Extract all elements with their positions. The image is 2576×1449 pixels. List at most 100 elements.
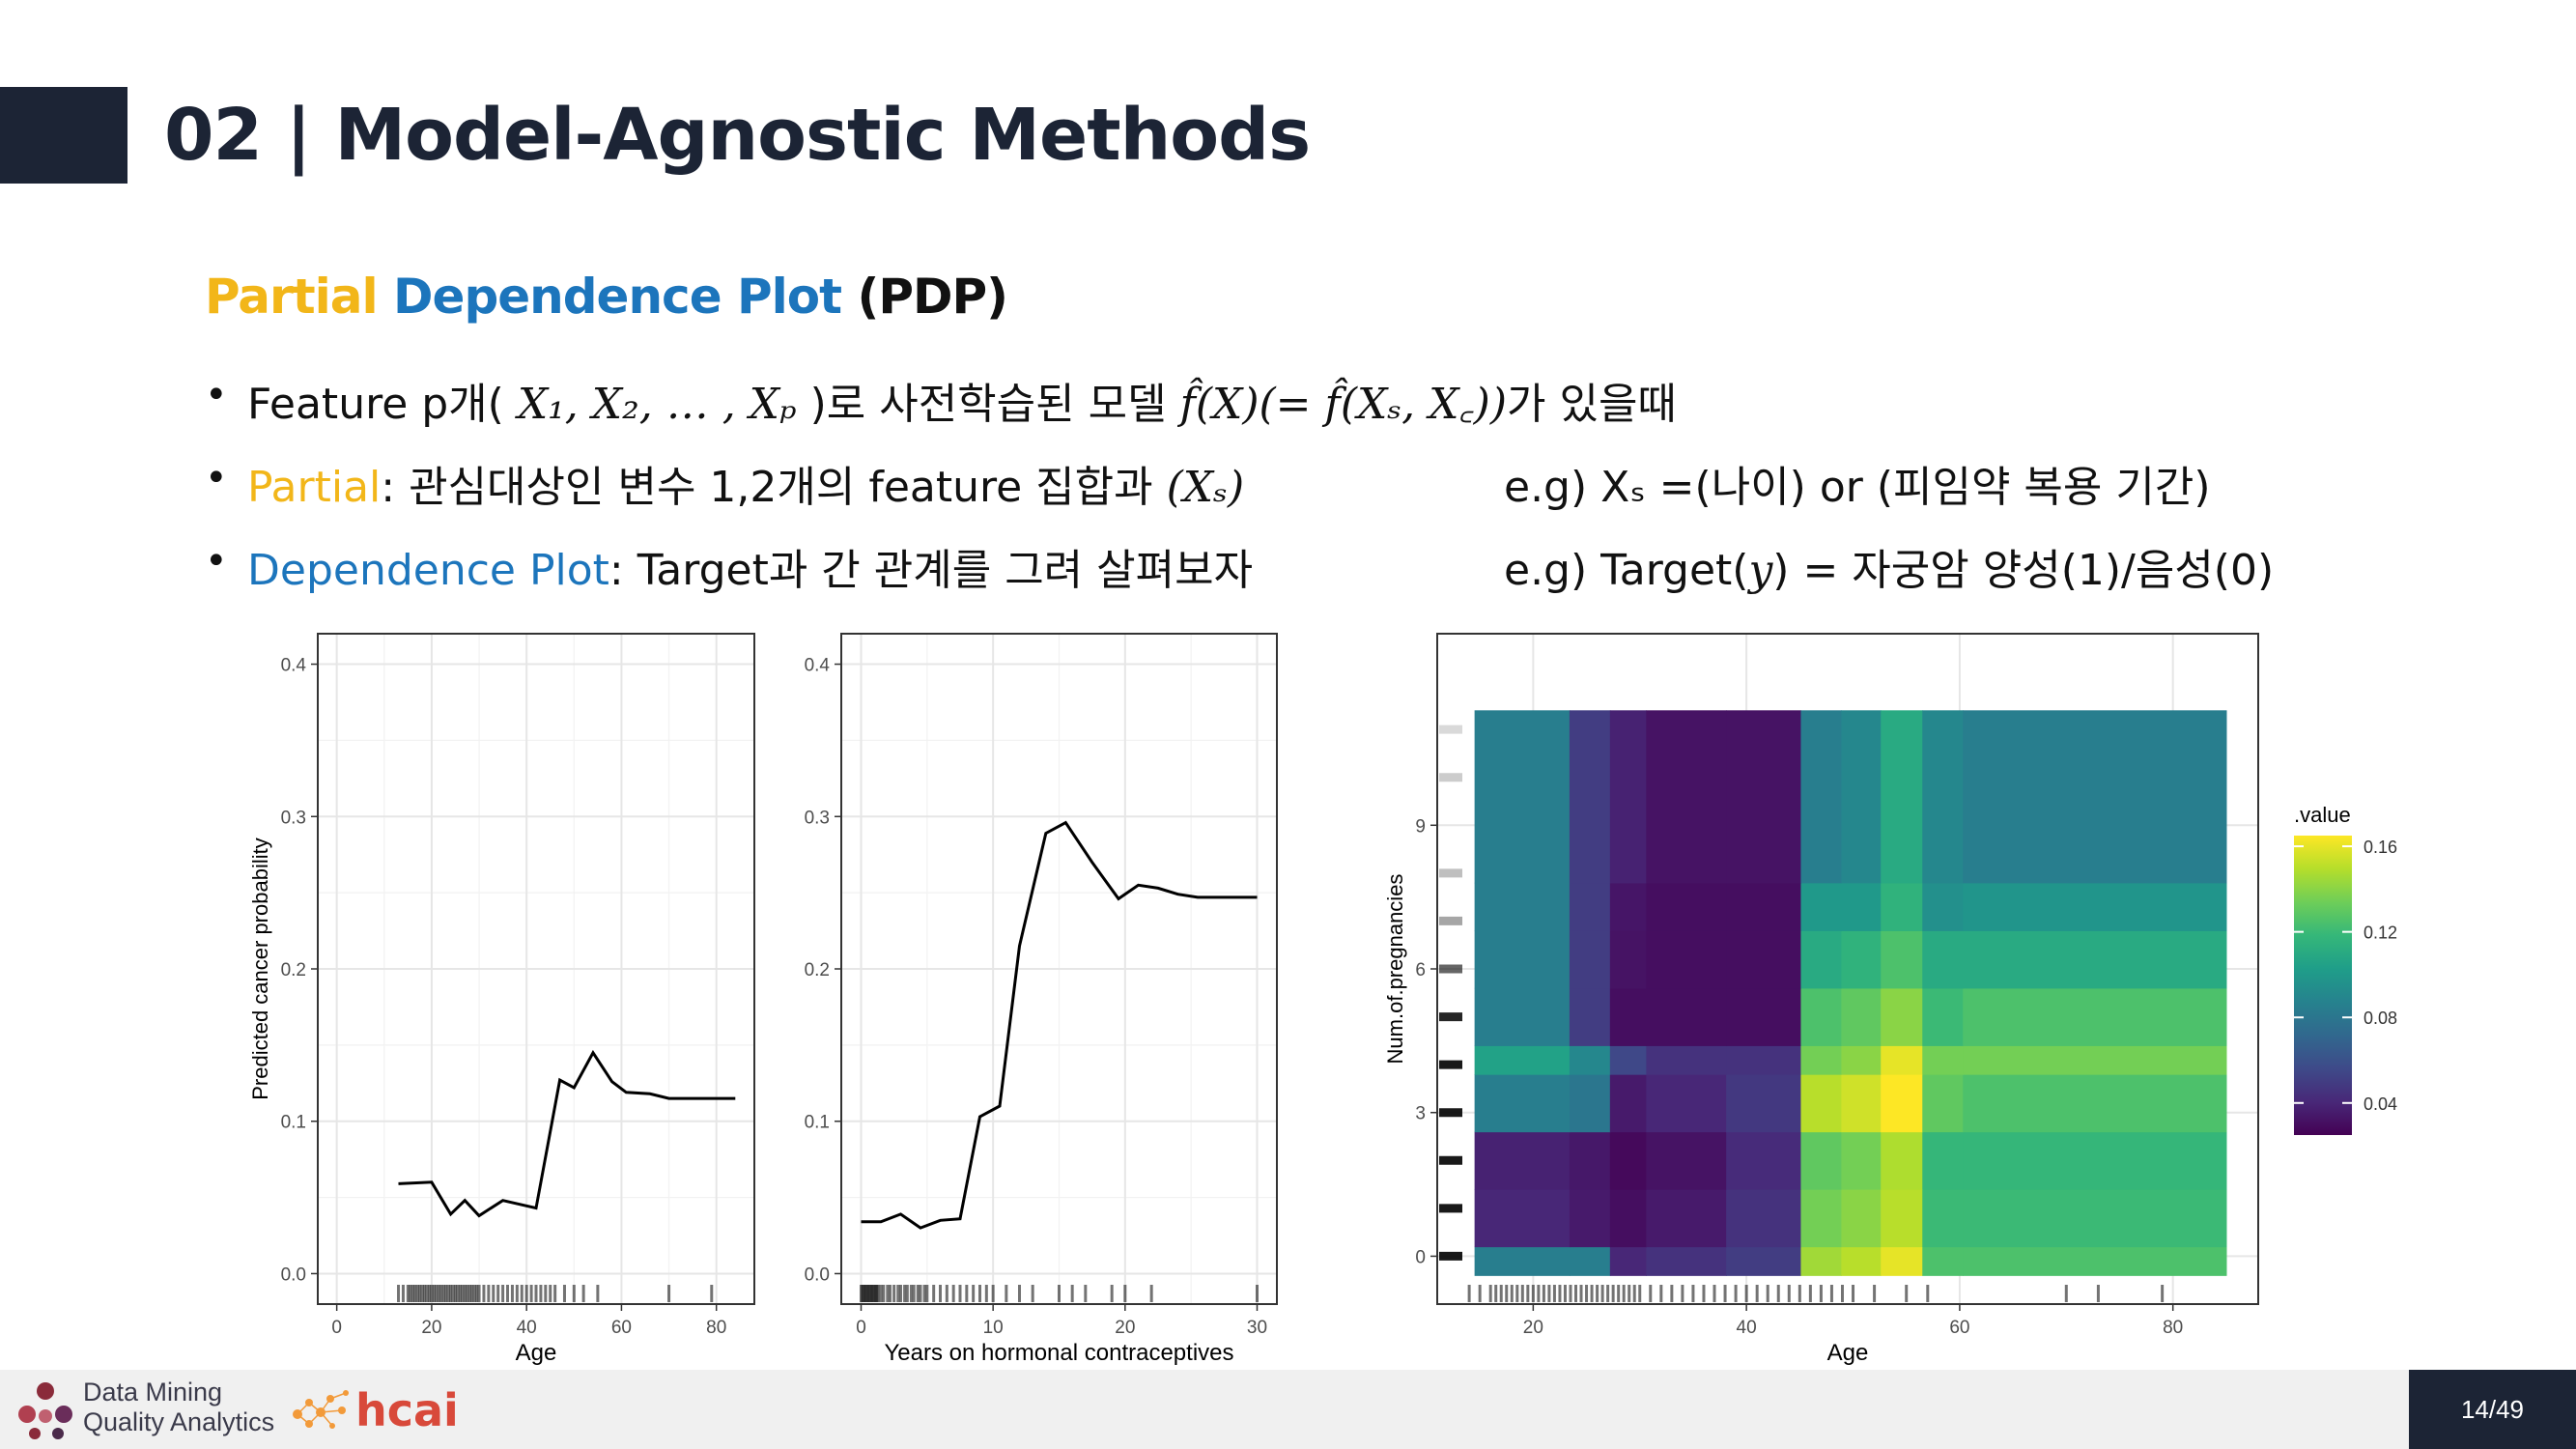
heatmap-cell [1609,710,1647,884]
bullet-3-example-post: ) = 자궁암 양성(1)/음성(0) [1772,546,2275,595]
heatmap-cell [1963,882,2227,931]
heatmap-cell [1922,1074,1964,1133]
heatmap-cell [1963,987,2227,1046]
x-tick-label: 80 [2163,1318,2183,1338]
heatmap-cell [1881,1045,1923,1075]
y-tick-label: 3 [1415,1104,1426,1124]
heatmap-cell [1881,987,1923,1046]
heatmap-cell [1646,1045,1727,1075]
logo-line-1: Data Mining [83,1378,223,1406]
y-tick-label: 0 [1415,1247,1426,1267]
heatmap-cell [1841,1131,1882,1190]
heatmap-cell [1841,1246,1882,1276]
colorbar-tick-label: 0.16 [2364,838,2397,857]
footer-bar [0,1370,2576,1449]
colorbar [2294,836,2352,1135]
bullet-3-example-pre: e.g) Target( [1504,546,1749,595]
data-mining-logo-text: Data Mining Quality Analytics [83,1378,274,1437]
heatmap-cell [1800,930,1842,989]
bullet-2-key: Partial [247,463,382,512]
heatmap-cell [1963,1074,2227,1133]
heatmap-cell [1922,1189,1964,1248]
x-tick-label: 60 [1949,1318,1969,1338]
bullet-1-feature-vars: X₁, X₂, … , Xₚ [517,380,797,429]
hcai-logo-icon: hcai [293,1384,459,1436]
x-axis-label: Years on hormonal contraceptives [885,1340,1234,1366]
heatmap-cell [1646,1074,1727,1133]
plot-border [1436,633,2259,1305]
bullet-item-1: • Feature p개( X₁, X₂, … , Xₚ )로 사전학습된 모델… [205,359,2542,442]
heatmap-cell [1569,930,1611,989]
heatmap-cell [1800,1074,1842,1133]
heatmap-cell [1569,1074,1611,1133]
heatmap-cell [1800,1045,1842,1075]
x-tick-label: 20 [1523,1318,1543,1338]
y-tick-label: 9 [1415,816,1426,837]
heatmap-cell [1474,882,1571,931]
y-tick-label: 0.0 [805,1264,830,1285]
heatmap-cell [1841,987,1882,1046]
bullet-2-math: (Xₛ) [1166,463,1245,512]
bullet-3-example-math: y [1748,546,1773,595]
heatmap-cell [1841,1189,1882,1248]
heatmap-cell [1726,1045,1802,1075]
pdp-line [398,1049,736,1218]
heatmap-cell [1569,1131,1611,1190]
y-tick-label: 0.3 [805,808,830,828]
heatmap-cell [1963,1189,2227,1248]
logo-line-2: Quality Analytics [83,1407,275,1436]
heatmap-cell [1474,1074,1571,1133]
heatmap-cell [1726,930,1802,989]
heatmap-cell [1646,1131,1727,1190]
heatmap-cell [1609,1045,1647,1075]
heatmap-cell [1726,1189,1802,1248]
x-axis-label: Age [516,1340,557,1366]
heatmap-cell [1474,930,1571,989]
heatmap-cell [1963,930,2227,989]
heatmap-cell [1609,930,1647,989]
heatmap-cell [1800,987,1842,1046]
heatmap-cell [1881,1246,1923,1276]
heatmap-cell [1726,882,1802,931]
heatmap-cell [1569,1246,1611,1276]
heatmap-cell [1841,930,1882,989]
section-subtitle: Partial Dependence Plot (PDP) [205,269,1008,325]
title-accent-bar [0,87,127,184]
colorbar-tick-label: 0.12 [2364,923,2397,943]
colorbar-tick-label: 0.08 [2364,1009,2397,1028]
x-tick-label: 20 [421,1318,441,1338]
bullet-dot: • [205,539,228,583]
heatmap-cell [1800,1131,1842,1190]
y-tick-label: 0.2 [805,960,830,980]
heatmap-cell [1646,987,1727,1046]
heatmap-cell [1963,710,2227,884]
x-tick-label: 20 [1115,1318,1135,1338]
x-tick-label: 0 [331,1318,342,1338]
heatmap-cell [1841,882,1882,931]
bullet-list: • Feature p개( X₁, X₂, … , Xₚ )로 사전학습된 모델… [205,359,2542,609]
heatmap-cell [1922,1045,1964,1075]
x-tick-label: 80 [706,1318,726,1338]
hcai-logo-text: hcai [355,1384,459,1436]
x-tick-label: 60 [611,1318,632,1338]
data-mining-logo-icon [18,1382,72,1439]
bullet-3-key: Dependence Plot [247,546,609,595]
bullet-2-example: e.g) Xₛ =(나이) or (피임약 복용 기간) [1504,463,2211,512]
heatmap-cell [1881,1074,1923,1133]
bullet-1-model-formula: f̂(X)(= f̂(Xₛ, X꜀)) [1179,380,1507,429]
heatmap-cell [1881,882,1923,931]
heatmap-cell [1841,710,1882,884]
heatmap-cell [1474,710,1571,884]
heatmap-cell [1881,1189,1923,1248]
y-tick-label: 0.4 [805,656,831,676]
legend-title: .value [2294,803,2351,827]
heatmap-cell [1881,1131,1923,1190]
bullet-3-example: e.g) Target(y) = 자궁암 양성(1)/음성(0) [1504,535,2274,597]
bullet-1-prefix: Feature p개( [247,380,504,429]
heatmap-cell [1609,1131,1647,1190]
colorbar-tick-label: 0.04 [2364,1094,2397,1114]
heatmap-cell [1646,1189,1727,1248]
heatmap-cell [1800,1246,1842,1276]
heatmap-cell [1569,710,1611,884]
